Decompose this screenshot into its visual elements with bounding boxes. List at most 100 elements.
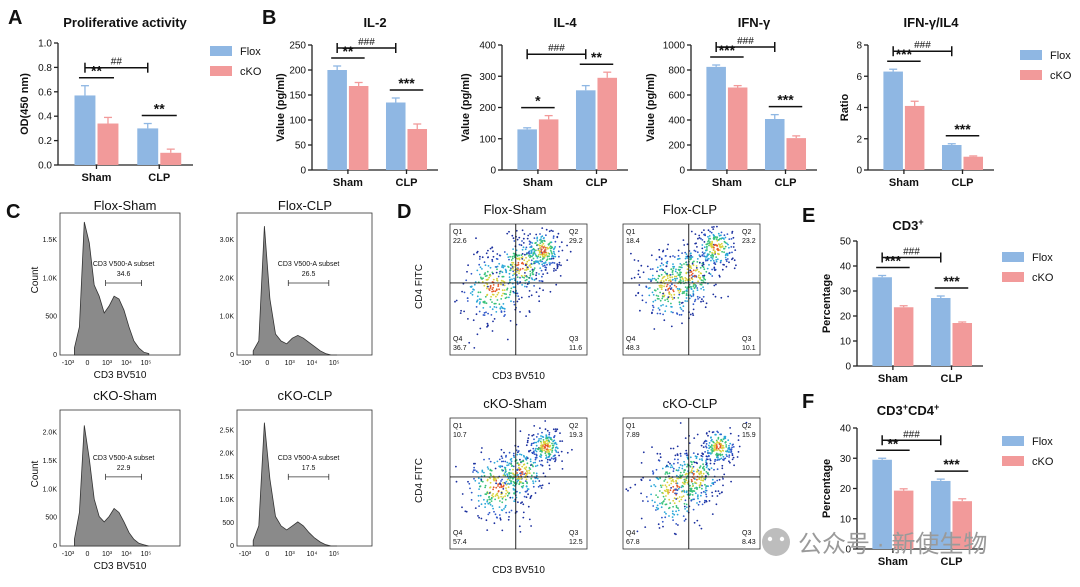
event-dot: [678, 257, 681, 260]
event-dot: [666, 272, 668, 275]
event-dot: [729, 442, 732, 445]
event-dot: [708, 452, 711, 455]
y-tick-label: 0: [490, 166, 496, 177]
event-dot: [682, 310, 684, 312]
title-superscript: +: [918, 217, 923, 227]
event-dot: [554, 460, 556, 463]
event-dot: [524, 272, 526, 274]
event-dot: [509, 320, 512, 322]
event-dot: [725, 265, 728, 268]
event-dot: [700, 283, 703, 286]
event-dot: [675, 505, 678, 507]
quadrant-q4-value: 36.7: [453, 345, 467, 352]
event-dot: [539, 256, 542, 258]
event-dot: [550, 251, 553, 254]
event-dot: [690, 270, 693, 273]
event-dot: [698, 237, 701, 239]
event-dot: [665, 279, 668, 282]
event-dot: [708, 500, 711, 502]
significance-marker: **: [91, 63, 102, 79]
event-dot: [488, 511, 491, 514]
event-dot: [674, 270, 677, 273]
event-dot: [530, 246, 533, 249]
event-dot: [495, 266, 498, 268]
event-dot: [672, 505, 674, 508]
event-dot: [529, 274, 532, 277]
event-dot: [705, 493, 707, 496]
event-dot: [560, 450, 563, 453]
event-dot: [490, 500, 493, 502]
event-dot: [669, 279, 672, 282]
event-dot: [495, 478, 497, 481]
event-dot: [549, 241, 552, 244]
event-dot: [507, 256, 510, 258]
event-dot: [486, 499, 489, 501]
event-dot: [505, 483, 508, 486]
event-dot: [522, 237, 525, 240]
event-dot: [510, 509, 513, 512]
event-dot: [478, 302, 481, 305]
event-dot: [531, 268, 534, 271]
event-dot: [681, 292, 684, 295]
event-dot: [508, 473, 511, 475]
event-dot: [532, 485, 535, 488]
scatter-frame: [622, 417, 761, 550]
event-dot: [506, 461, 509, 464]
event-dot: [496, 280, 499, 282]
event-dot: [483, 498, 485, 501]
event-dot: [692, 303, 695, 306]
event-dot: [679, 464, 682, 466]
event-dot: [519, 531, 522, 533]
event-dot: [500, 460, 503, 463]
event-dot: [649, 278, 652, 281]
event-dot: [540, 446, 542, 449]
event-dot: [685, 503, 688, 506]
event-dot: [501, 478, 503, 481]
y-tick-label: 20: [840, 312, 852, 323]
event-dot: [518, 270, 520, 272]
event-dot: [503, 451, 505, 454]
event-dot: [698, 234, 701, 237]
event-dot: [513, 277, 515, 280]
event-dot: [663, 285, 665, 288]
event-dot: [515, 459, 518, 461]
event-dot: [696, 502, 698, 504]
wechat-icon: [762, 528, 790, 556]
event-dot: [509, 255, 511, 258]
event-dot: [684, 508, 686, 510]
event-dot: [655, 506, 658, 509]
event-dot: [517, 463, 520, 465]
event-dot: [656, 266, 659, 269]
event-dot: [683, 460, 685, 463]
event-dot: [694, 492, 697, 495]
event-dot: [556, 267, 559, 270]
event-dot: [548, 445, 551, 448]
category-label: Sham: [523, 177, 553, 189]
event-dot: [553, 252, 555, 255]
event-dot: [548, 253, 551, 255]
chart-title: Proliferative activity: [63, 15, 187, 30]
chart-title: IL-4: [553, 15, 577, 30]
event-dot: [546, 272, 549, 274]
event-dot: [694, 233, 697, 236]
event-dot: [522, 503, 525, 506]
histogram-x-label: CD3 BV510: [94, 370, 147, 381]
event-dot: [696, 468, 699, 471]
event-dot: [672, 491, 674, 493]
event-dot: [510, 259, 513, 261]
event-dot: [505, 511, 508, 514]
event-dot: [667, 243, 669, 246]
event-dot: [660, 262, 663, 265]
event-dot: [540, 444, 542, 447]
event-dot: [669, 285, 672, 287]
event-dot: [695, 455, 698, 458]
event-dot: [712, 259, 715, 262]
event-dot: [528, 472, 531, 474]
event-dot: [715, 238, 718, 241]
event-dot: [502, 266, 505, 269]
event-dot: [630, 252, 632, 255]
event-dot: [475, 313, 478, 316]
event-dot: [662, 525, 664, 528]
event-dot: [696, 462, 698, 465]
